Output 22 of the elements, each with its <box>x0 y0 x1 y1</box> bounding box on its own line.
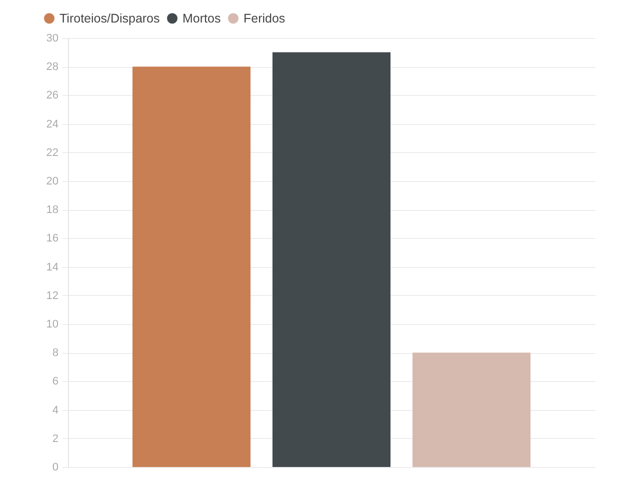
legend-label: Tiroteios/Disparos <box>60 11 160 26</box>
legend-label: Mortos <box>182 11 221 26</box>
y-tick-label: 0 <box>52 462 58 474</box>
bar <box>132 66 251 467</box>
y-tick-label: 2 <box>52 432 58 445</box>
y-tick-label: 14 <box>46 261 58 274</box>
y-tick-label: 4 <box>52 404 58 416</box>
bar <box>272 52 391 467</box>
y-tick-label: 10 <box>46 318 58 330</box>
y-tick-label: 8 <box>52 347 58 360</box>
y-tick-label: 24 <box>46 118 58 130</box>
y-tick-label: 20 <box>46 176 58 188</box>
bar <box>412 352 531 467</box>
y-tick-label: 6 <box>52 376 58 388</box>
y-tick-label: 30 <box>46 32 58 44</box>
y-tick-label: 22 <box>46 146 58 159</box>
y-tick-label: 12 <box>46 290 58 302</box>
y-tick-label: 18 <box>46 204 58 216</box>
legend-label: Feridos <box>244 11 286 26</box>
y-tick-label: 26 <box>46 90 58 102</box>
y-tick-label: 16 <box>46 232 58 245</box>
y-tick-label: 28 <box>46 61 58 74</box>
